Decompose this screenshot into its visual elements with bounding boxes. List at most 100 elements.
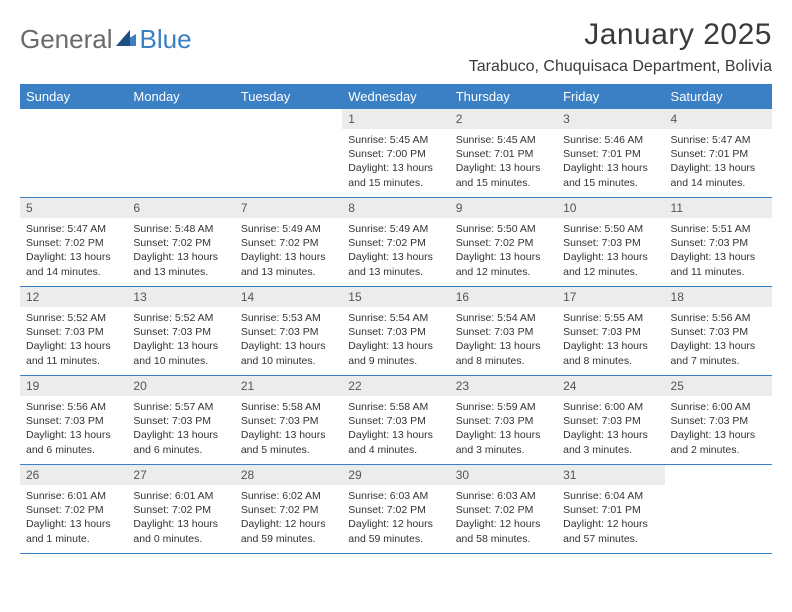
weekday-saturday: Saturday	[665, 84, 772, 109]
sunset-line: Sunset: 7:00 PM	[348, 147, 443, 161]
day-number: 11	[665, 198, 772, 218]
sunset-line: Sunset: 7:01 PM	[563, 503, 658, 517]
daylight-line: Daylight: 13 hours and 5 minutes.	[241, 428, 336, 456]
day-body: Sunrise: 5:49 AMSunset: 7:02 PMDaylight:…	[342, 218, 449, 285]
sunrise-line: Sunrise: 5:52 AM	[26, 311, 121, 325]
daylight-line: Daylight: 13 hours and 6 minutes.	[26, 428, 121, 456]
sunrise-line: Sunrise: 5:47 AM	[26, 222, 121, 236]
day-body: Sunrise: 5:52 AMSunset: 7:03 PMDaylight:…	[20, 307, 127, 374]
title-block: January 2025 Tarabuco, Chuquisaca Depart…	[469, 18, 772, 76]
day-cell: 7Sunrise: 5:49 AMSunset: 7:02 PMDaylight…	[235, 198, 342, 286]
day-body: Sunrise: 5:55 AMSunset: 7:03 PMDaylight:…	[557, 307, 664, 374]
daylight-line: Daylight: 13 hours and 14 minutes.	[26, 250, 121, 278]
weekday-sunday: Sunday	[20, 84, 127, 109]
day-body: Sunrise: 5:58 AMSunset: 7:03 PMDaylight:…	[235, 396, 342, 463]
day-body: Sunrise: 6:03 AMSunset: 7:02 PMDaylight:…	[342, 485, 449, 552]
sunset-line: Sunset: 7:03 PM	[241, 325, 336, 339]
sunset-line: Sunset: 7:01 PM	[456, 147, 551, 161]
sunrise-line: Sunrise: 5:50 AM	[563, 222, 658, 236]
day-number: 23	[450, 376, 557, 396]
sunrise-line: Sunrise: 5:52 AM	[133, 311, 228, 325]
daylight-line: Daylight: 13 hours and 13 minutes.	[348, 250, 443, 278]
daylight-line: Daylight: 13 hours and 11 minutes.	[26, 339, 121, 367]
header: General Blue January 2025 Tarabuco, Chuq…	[20, 18, 772, 76]
sunrise-line: Sunrise: 5:45 AM	[456, 133, 551, 147]
day-number: 22	[342, 376, 449, 396]
sunset-line: Sunset: 7:02 PM	[348, 503, 443, 517]
sunrise-line: Sunrise: 5:46 AM	[563, 133, 658, 147]
sunset-line: Sunset: 7:02 PM	[241, 503, 336, 517]
daylight-line: Daylight: 13 hours and 12 minutes.	[563, 250, 658, 278]
day-number: 14	[235, 287, 342, 307]
day-number: 5	[20, 198, 127, 218]
sunset-line: Sunset: 7:03 PM	[348, 414, 443, 428]
day-body: Sunrise: 5:48 AMSunset: 7:02 PMDaylight:…	[127, 218, 234, 285]
day-body: Sunrise: 6:02 AMSunset: 7:02 PMDaylight:…	[235, 485, 342, 552]
daylight-line: Daylight: 12 hours and 59 minutes.	[348, 517, 443, 545]
day-cell: 11Sunrise: 5:51 AMSunset: 7:03 PMDayligh…	[665, 198, 772, 286]
day-body: Sunrise: 5:53 AMSunset: 7:03 PMDaylight:…	[235, 307, 342, 374]
day-number: 8	[342, 198, 449, 218]
day-cell: 8Sunrise: 5:49 AMSunset: 7:02 PMDaylight…	[342, 198, 449, 286]
day-body: Sunrise: 6:01 AMSunset: 7:02 PMDaylight:…	[127, 485, 234, 552]
day-body: Sunrise: 5:59 AMSunset: 7:03 PMDaylight:…	[450, 396, 557, 463]
day-number: 12	[20, 287, 127, 307]
weekday-header-row: SundayMondayTuesdayWednesdayThursdayFrid…	[20, 84, 772, 109]
sunset-line: Sunset: 7:02 PM	[133, 503, 228, 517]
day-body: Sunrise: 6:00 AMSunset: 7:03 PMDaylight:…	[665, 396, 772, 463]
day-number: 26	[20, 465, 127, 485]
sunset-line: Sunset: 7:03 PM	[26, 414, 121, 428]
day-cell: 22Sunrise: 5:58 AMSunset: 7:03 PMDayligh…	[342, 376, 449, 464]
day-number: 24	[557, 376, 664, 396]
sunset-line: Sunset: 7:03 PM	[563, 236, 658, 250]
day-body: Sunrise: 6:01 AMSunset: 7:02 PMDaylight:…	[20, 485, 127, 552]
day-cell: 19Sunrise: 5:56 AMSunset: 7:03 PMDayligh…	[20, 376, 127, 464]
day-cell: 29Sunrise: 6:03 AMSunset: 7:02 PMDayligh…	[342, 465, 449, 553]
day-number: 1	[342, 109, 449, 129]
daylight-line: Daylight: 13 hours and 2 minutes.	[671, 428, 766, 456]
logo: General Blue	[20, 18, 192, 55]
day-cell: 21Sunrise: 5:58 AMSunset: 7:03 PMDayligh…	[235, 376, 342, 464]
sunset-line: Sunset: 7:02 PM	[133, 236, 228, 250]
day-cell: 12Sunrise: 5:52 AMSunset: 7:03 PMDayligh…	[20, 287, 127, 375]
day-cell: 4Sunrise: 5:47 AMSunset: 7:01 PMDaylight…	[665, 109, 772, 197]
daylight-line: Daylight: 12 hours and 58 minutes.	[456, 517, 551, 545]
sunrise-line: Sunrise: 5:54 AM	[348, 311, 443, 325]
daylight-line: Daylight: 13 hours and 3 minutes.	[456, 428, 551, 456]
calendar: SundayMondayTuesdayWednesdayThursdayFrid…	[20, 84, 772, 554]
sunset-line: Sunset: 7:02 PM	[348, 236, 443, 250]
daylight-line: Daylight: 13 hours and 15 minutes.	[348, 161, 443, 189]
daylight-line: Daylight: 13 hours and 15 minutes.	[563, 161, 658, 189]
day-body: Sunrise: 5:56 AMSunset: 7:03 PMDaylight:…	[20, 396, 127, 463]
day-cell: 25Sunrise: 6:00 AMSunset: 7:03 PMDayligh…	[665, 376, 772, 464]
day-number	[665, 465, 772, 484]
week-row: 5Sunrise: 5:47 AMSunset: 7:02 PMDaylight…	[20, 198, 772, 287]
sunset-line: Sunset: 7:03 PM	[563, 414, 658, 428]
day-cell: 13Sunrise: 5:52 AMSunset: 7:03 PMDayligh…	[127, 287, 234, 375]
day-number: 30	[450, 465, 557, 485]
daylight-line: Daylight: 13 hours and 3 minutes.	[563, 428, 658, 456]
sunrise-line: Sunrise: 5:48 AM	[133, 222, 228, 236]
sunrise-line: Sunrise: 5:45 AM	[348, 133, 443, 147]
day-number: 10	[557, 198, 664, 218]
daylight-line: Daylight: 13 hours and 1 minute.	[26, 517, 121, 545]
sunrise-line: Sunrise: 5:53 AM	[241, 311, 336, 325]
day-body: Sunrise: 5:57 AMSunset: 7:03 PMDaylight:…	[127, 396, 234, 463]
daylight-line: Daylight: 13 hours and 0 minutes.	[133, 517, 228, 545]
day-cell: 31Sunrise: 6:04 AMSunset: 7:01 PMDayligh…	[557, 465, 664, 553]
day-cell: 15Sunrise: 5:54 AMSunset: 7:03 PMDayligh…	[342, 287, 449, 375]
day-cell: 23Sunrise: 5:59 AMSunset: 7:03 PMDayligh…	[450, 376, 557, 464]
daylight-line: Daylight: 13 hours and 4 minutes.	[348, 428, 443, 456]
sunrise-line: Sunrise: 6:01 AM	[26, 489, 121, 503]
day-number: 16	[450, 287, 557, 307]
logo-mark-icon	[116, 24, 138, 55]
sunset-line: Sunset: 7:02 PM	[456, 503, 551, 517]
day-number: 9	[450, 198, 557, 218]
sunset-line: Sunset: 7:03 PM	[133, 414, 228, 428]
day-number: 21	[235, 376, 342, 396]
day-cell: 14Sunrise: 5:53 AMSunset: 7:03 PMDayligh…	[235, 287, 342, 375]
day-number: 2	[450, 109, 557, 129]
sunrise-line: Sunrise: 6:00 AM	[671, 400, 766, 414]
day-cell: 6Sunrise: 5:48 AMSunset: 7:02 PMDaylight…	[127, 198, 234, 286]
sunset-line: Sunset: 7:03 PM	[26, 325, 121, 339]
